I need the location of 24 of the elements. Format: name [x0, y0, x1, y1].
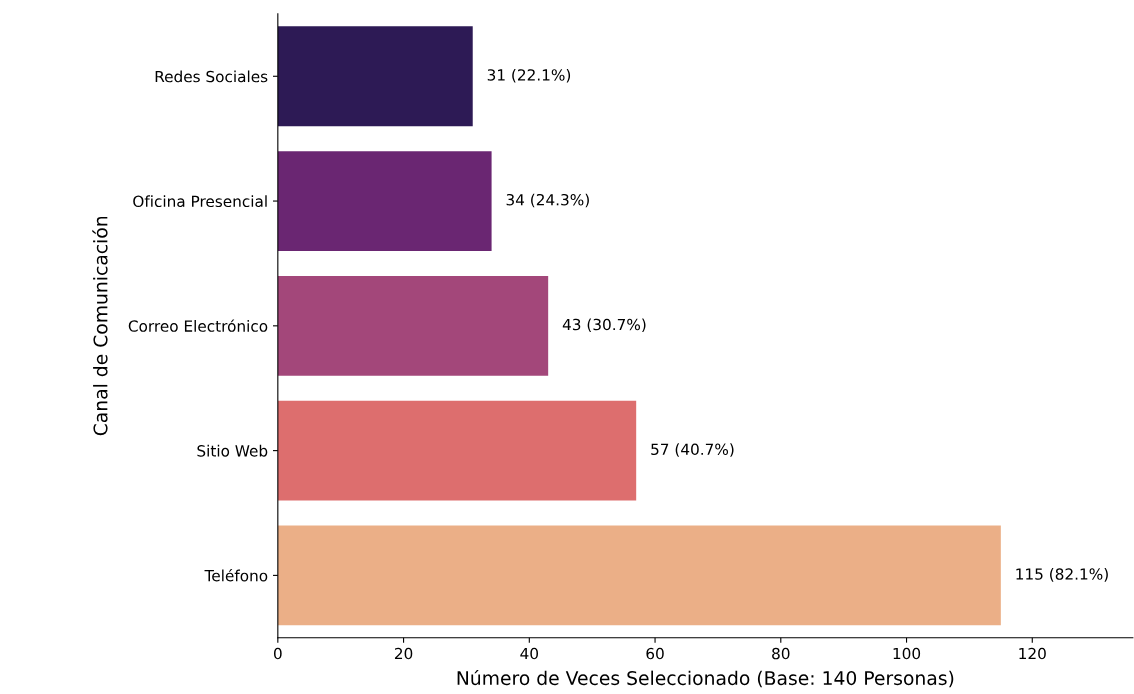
data-label: 57 (40.7%)	[651, 443, 734, 457]
x-tick-label: 100	[893, 647, 921, 660]
bar	[277, 275, 549, 376]
bar	[277, 525, 1001, 626]
y-tick-label: Correo Electrónico	[128, 319, 268, 332]
y-tick-label: Redes Sociales	[155, 70, 268, 83]
x-tick-label: 20	[394, 647, 413, 660]
data-label: 34 (24.3%)	[506, 193, 589, 208]
y-tick-label: Sitio Web	[197, 444, 268, 457]
x-tick-label: 80	[772, 647, 790, 660]
x-tick-label: 0	[273, 647, 282, 660]
y-tick-label: Teléfono	[204, 568, 268, 582]
y-axis-title: Canal de Comunicación	[92, 216, 108, 436]
data-label: 115 (82.1%)	[1016, 568, 1108, 582]
x-tick-label: 40	[520, 647, 539, 660]
x-tick-label: 60	[646, 647, 664, 660]
data-label: 31 (22.1%)	[487, 68, 571, 83]
bar	[277, 26, 473, 127]
bar	[277, 151, 492, 251]
bar	[277, 400, 637, 501]
y-tick-label: Oficina Presencial	[133, 195, 267, 208]
x-axis-title: Número de Veces Seleccionado (Base: 140 Personas)	[457, 669, 954, 688]
data-label: 43 (30.7%)	[562, 318, 646, 333]
x-tick-label: 120	[1019, 647, 1046, 660]
